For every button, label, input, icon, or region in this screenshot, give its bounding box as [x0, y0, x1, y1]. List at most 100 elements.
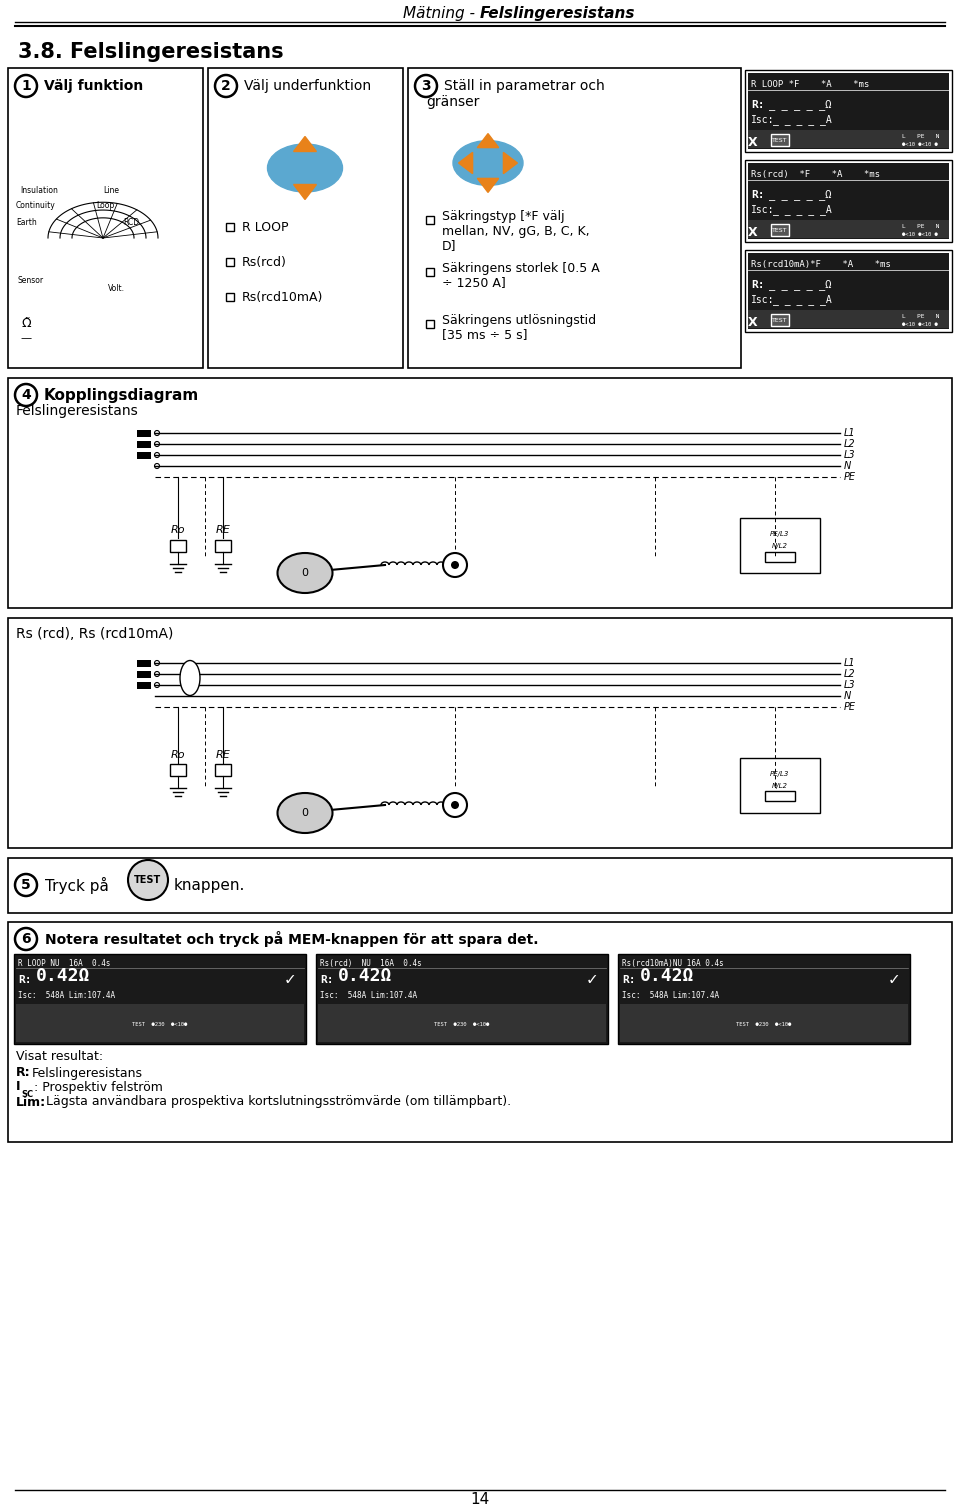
Ellipse shape — [277, 794, 332, 833]
Text: Continuity: Continuity — [16, 200, 56, 209]
Text: 0: 0 — [301, 568, 308, 578]
Text: R:: R: — [320, 974, 333, 985]
Text: mellan, NV, gG, B, C, K,: mellan, NV, gG, B, C, K, — [442, 224, 589, 238]
Bar — [170, 764, 186, 776]
Text: N: N — [844, 691, 852, 700]
Text: ●<10 ●<10 ●: ●<10 ●<10 ● — [902, 142, 938, 148]
Bar — [215, 764, 231, 776]
Text: Isc:  548A Lim:107.4A: Isc: 548A Lim:107.4A — [622, 991, 719, 1000]
Text: 2: 2 — [221, 78, 230, 93]
Text: ●<10 ●<10 ●: ●<10 ●<10 ● — [902, 322, 938, 327]
Text: PE: PE — [844, 471, 856, 482]
Text: PE: PE — [844, 702, 856, 712]
Text: L1: L1 — [844, 658, 855, 669]
Text: Visat resultat:: Visat resultat: — [16, 1051, 103, 1063]
Text: L   PE   N: L PE N — [902, 224, 940, 229]
Bar — [8, 378, 952, 608]
Polygon shape — [477, 134, 498, 148]
Text: R:: R: — [16, 1066, 31, 1080]
Text: 14: 14 — [470, 1492, 490, 1506]
Text: Notera resultatet och tryck på MEM-knappen för att spara det.: Notera resultatet och tryck på MEM-knapp… — [45, 931, 539, 947]
Bar — [137, 452, 151, 459]
Text: _ _ _ _ _Ω: _ _ _ _ _Ω — [769, 99, 831, 110]
Text: N/L2: N/L2 — [772, 544, 788, 550]
Text: Insulation: Insulation — [20, 185, 58, 194]
Bar — [748, 72, 949, 149]
Bar — [426, 215, 434, 224]
Text: R:: R: — [18, 974, 32, 985]
Text: Ställ in parametrar och: Ställ in parametrar och — [444, 78, 605, 93]
Text: Lägsta användbara prospektiva kortslutningsströmvärde (om tillämpbart).: Lägsta användbara prospektiva kortslutni… — [46, 1095, 511, 1108]
Bar — [318, 1005, 606, 1042]
Text: Volt.: Volt. — [108, 283, 125, 292]
Text: _ _ _ _ _Ω: _ _ _ _ _Ω — [769, 190, 831, 200]
Text: Sensor: Sensor — [18, 276, 44, 285]
Text: Tryck på: Tryck på — [45, 876, 108, 893]
Bar — [137, 441, 151, 447]
Bar — [771, 224, 789, 236]
Text: Rs(rcd)  NU  16A  0.4s: Rs(rcd) NU 16A 0.4s — [320, 958, 421, 967]
Bar — [226, 294, 234, 301]
Ellipse shape — [453, 140, 523, 185]
Text: Säkringens utlösningstid: Säkringens utlösningstid — [442, 313, 596, 327]
Bar — [426, 319, 434, 328]
Text: Felslingeresistans: Felslingeresistans — [480, 6, 636, 21]
Text: Loop: Loop — [96, 200, 114, 209]
Text: Rs(rcd): Rs(rcd) — [242, 256, 287, 268]
Text: _ _ _ _ _Ω: _ _ _ _ _Ω — [769, 280, 831, 291]
Text: SC: SC — [21, 1090, 34, 1099]
Bar — [226, 223, 234, 230]
Text: PE/L3: PE/L3 — [770, 532, 790, 538]
Text: Ro: Ro — [171, 526, 185, 535]
Text: Kopplingsdiagram: Kopplingsdiagram — [44, 387, 200, 402]
Text: RCD: RCD — [123, 217, 139, 226]
Text: Earth: Earth — [16, 217, 36, 226]
Text: R LOOP *F    *A    *ms: R LOOP *F *A *ms — [751, 80, 869, 89]
Text: Rs(rcd10mA): Rs(rcd10mA) — [242, 291, 324, 304]
Text: R:: R: — [751, 99, 764, 110]
Text: TEST  ●230  ●<10●: TEST ●230 ●<10● — [132, 1021, 187, 1027]
Text: L3: L3 — [844, 450, 855, 459]
Text: TEST: TEST — [772, 318, 788, 322]
Bar — [226, 258, 234, 267]
Text: Ro: Ro — [171, 750, 185, 761]
Text: PE/L3: PE/L3 — [770, 771, 790, 777]
Bar — [14, 953, 306, 1044]
Text: Line: Line — [103, 185, 119, 194]
Text: Felslingeresistans: Felslingeresistans — [32, 1066, 143, 1080]
Bar — [748, 163, 949, 239]
Text: RE: RE — [216, 526, 230, 535]
Bar — [748, 253, 949, 328]
Text: 6: 6 — [21, 932, 31, 946]
Text: ✓: ✓ — [888, 973, 900, 988]
Polygon shape — [459, 152, 472, 173]
Text: L3: L3 — [844, 681, 855, 690]
Circle shape — [128, 860, 168, 901]
Bar — [771, 313, 789, 325]
Bar — [137, 682, 151, 690]
Text: Rs (rcd), Rs (rcd10mA): Rs (rcd), Rs (rcd10mA) — [16, 626, 174, 642]
Bar — [170, 541, 186, 553]
Bar — [745, 250, 952, 331]
Bar — [771, 134, 789, 146]
Text: 4: 4 — [21, 389, 31, 402]
Text: TEST  ●230  ●<10●: TEST ●230 ●<10● — [736, 1021, 792, 1027]
Text: X: X — [748, 226, 757, 238]
Text: : Prospektiv felström: : Prospektiv felström — [34, 1080, 163, 1093]
Bar — [765, 553, 795, 562]
Circle shape — [451, 562, 459, 569]
Bar — [137, 431, 151, 437]
Text: [35 ms ÷ 5 s]: [35 ms ÷ 5 s] — [442, 328, 527, 342]
Text: L   PE   N: L PE N — [902, 313, 940, 319]
Text: TEST: TEST — [772, 227, 788, 232]
Text: Säkringens storlek [0.5 A: Säkringens storlek [0.5 A — [442, 262, 600, 274]
Text: R LOOP NU  16A  0.4s: R LOOP NU 16A 0.4s — [18, 958, 110, 967]
Text: Välj funktion: Välj funktion — [44, 78, 143, 93]
Text: 1: 1 — [21, 78, 31, 93]
Text: R:: R: — [751, 280, 764, 291]
Ellipse shape — [268, 145, 343, 191]
Bar — [745, 69, 952, 152]
Text: Isc:: Isc: — [751, 114, 775, 125]
Text: ●<10 ●<10 ●: ●<10 ●<10 ● — [902, 232, 938, 236]
Text: TEST  ●230  ●<10●: TEST ●230 ●<10● — [434, 1021, 490, 1027]
